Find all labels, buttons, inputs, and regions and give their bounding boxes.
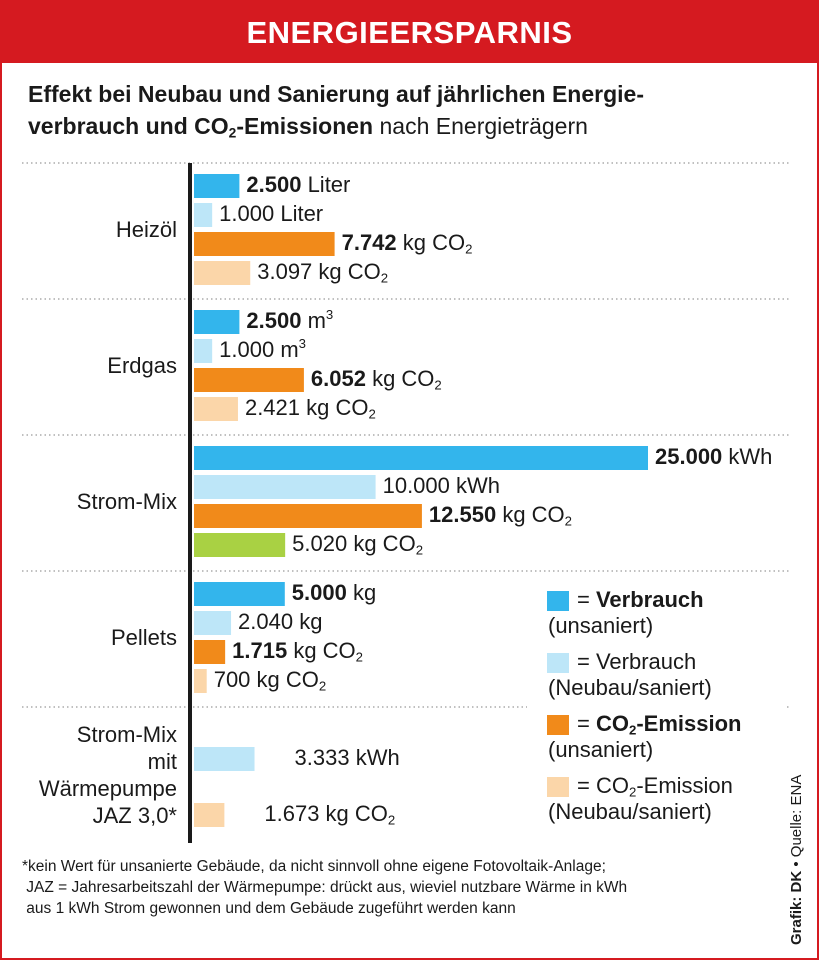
bar: [194, 397, 238, 421]
bar: [194, 261, 251, 285]
data-label: 10.000 kWh: [382, 473, 501, 498]
data-label: 1.000 Liter: [219, 201, 324, 226]
bar: [194, 803, 225, 827]
bar: [194, 533, 286, 557]
legend-swatch: [547, 715, 569, 735]
data-label: 2.500 Liter: [246, 172, 351, 197]
bar: [194, 640, 226, 664]
chart-subtitle: Effekt bei Neubau und Sanierung auf jähr…: [28, 78, 798, 142]
bar: [194, 203, 213, 227]
footnote: *kein Wert für unsanierte Gebäude, da ni…: [22, 856, 782, 919]
data-label: 1.673 kg CO2: [264, 801, 396, 828]
chart-legend: = Verbrauch (unsaniert) = Verbrauch (Neubau…: [527, 585, 787, 833]
legend-swatch: [547, 777, 569, 797]
legend-swatch: [547, 653, 569, 673]
bar: [194, 174, 240, 198]
subtitle-tail: nach Energieträgern: [373, 113, 588, 139]
footnote-line3: aus 1 kWh Strom gewonnen und dem Gebäude…: [22, 900, 516, 917]
legend-label: = CO2-Emission: [577, 773, 733, 800]
data-label: 12.550 kg CO2: [428, 502, 573, 529]
bar: [194, 310, 240, 334]
category-label: Strom-Mix: [76, 489, 177, 514]
legend-item: = Verbrauch (unsaniert): [527, 585, 787, 647]
legend-label: = Verbrauch: [577, 587, 704, 612]
credit-separator: •: [788, 857, 805, 871]
legend-sublabel: (Neubau/saniert): [548, 799, 712, 824]
legend-sublabel: (unsaniert): [548, 737, 654, 762]
bar: [194, 504, 422, 528]
title-banner: ENERGIEERSPARNIS: [2, 2, 817, 63]
data-label: 700 kg CO2: [213, 667, 327, 694]
bar: [194, 747, 255, 771]
footnote-line2: JAZ = Jahresarbeitszahl der Wärmepumpe: …: [22, 879, 628, 896]
data-label: 6.052 kg CO2: [310, 366, 442, 393]
data-label: 5.020 kg CO2: [292, 531, 424, 558]
subtitle-line1: Effekt bei Neubau und Sanierung auf jähr…: [28, 81, 644, 107]
footnote-line1: *kein Wert für unsanierte Gebäude, da ni…: [22, 858, 606, 875]
data-label: 3.097 kg CO2: [257, 259, 389, 286]
data-label: 3.333 kWh: [294, 745, 400, 770]
bar: [194, 669, 207, 693]
data-label: 25.000 kWh: [655, 444, 773, 469]
credit-source: Quelle: ENA: [788, 774, 805, 858]
subtitle-line2b: -Emissionen: [236, 113, 374, 139]
subtitle-line2a: verbrauch und CO: [28, 113, 229, 139]
legend-swatch: [547, 591, 569, 611]
category-label: Erdgas: [107, 353, 177, 378]
credit-author: Grafik: DK: [788, 870, 805, 945]
bar: [194, 475, 376, 499]
legend-sublabel: (unsaniert): [548, 613, 654, 638]
data-label: 1.000 m3: [219, 335, 307, 362]
data-label: 1.715 kg CO2: [232, 638, 364, 665]
legend-item: = CO2-Emission (Neubau/saniert): [527, 771, 787, 833]
legend-item: = Verbrauch (Neubau/saniert): [527, 647, 787, 709]
bar: [194, 582, 285, 606]
category-label: Heizöl: [115, 217, 177, 242]
bar: [194, 446, 648, 470]
category-label: Strom-Mix mit Wärmepumpe JAZ 3,0*: [38, 722, 177, 828]
bar: [194, 611, 232, 635]
data-label: 2.421 kg CO2: [244, 395, 376, 422]
subtitle-sub: 2: [228, 125, 237, 141]
legend-sublabel: (Neubau/saniert): [548, 675, 712, 700]
bar: [194, 368, 304, 392]
data-label: 2.040 kg: [238, 609, 323, 634]
data-label: 2.500 m3: [246, 306, 334, 333]
legend-item: = CO2-Emission (unsaniert): [527, 709, 787, 771]
bar: [194, 339, 213, 363]
legend-label: = CO2-Emission: [577, 711, 742, 738]
data-label: 5.000 kg: [291, 580, 377, 605]
source-credit: Grafik: DK • Quelle: ENA: [788, 745, 805, 945]
bar: [194, 232, 335, 256]
data-label: 7.742 kg CO2: [341, 230, 473, 257]
legend-label: = Verbrauch: [577, 649, 697, 674]
category-label: Pellets: [110, 625, 177, 650]
